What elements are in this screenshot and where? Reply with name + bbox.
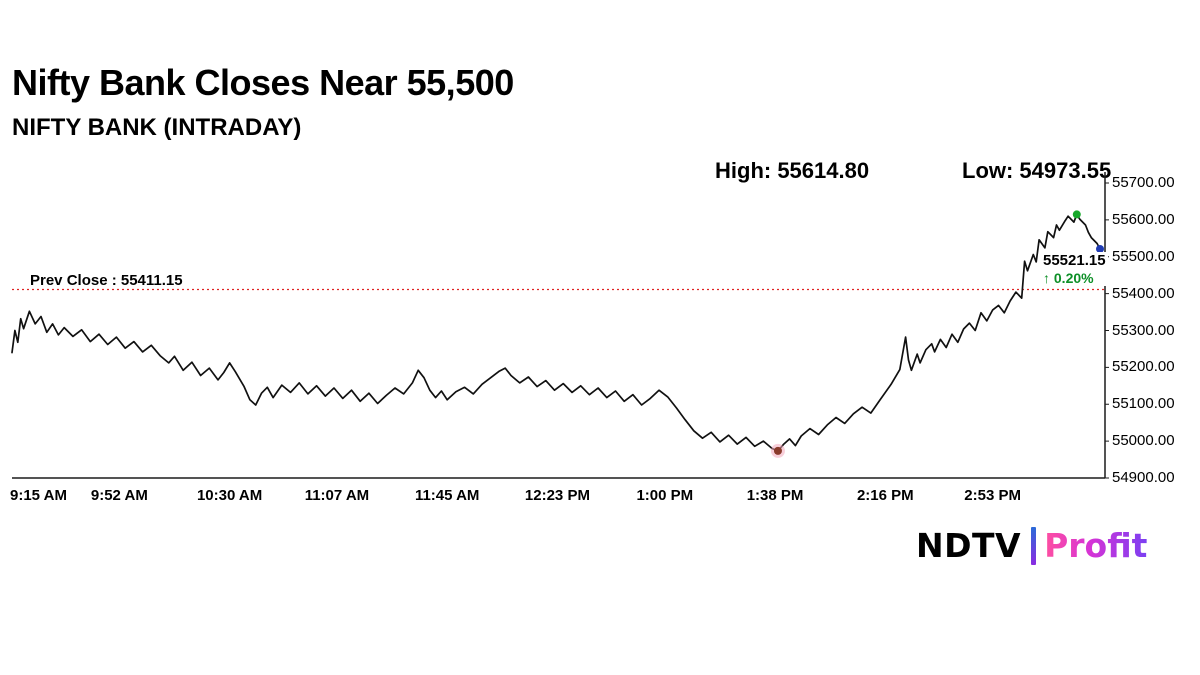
ndtv-profit-logo: NDTV Profit (916, 526, 1147, 565)
last-price-value: 55521.15 (1043, 251, 1106, 269)
last-price-annotation: 55521.15 ↑ 0.20% (1041, 251, 1108, 287)
low-marker (773, 446, 782, 455)
last-price-change: ↑ 0.20% (1043, 269, 1094, 286)
prev-close-label: Prev Close : 55411.15 (30, 271, 183, 289)
profit-wordmark: Profit (1044, 526, 1148, 565)
close-marker (1096, 244, 1104, 253)
logo-divider (1031, 526, 1037, 565)
low-value-label: Low: 54973.55 (962, 158, 1112, 183)
ndtv-wordmark: NDTV (916, 526, 1022, 565)
high-value-label: High: 55614.80 (715, 158, 870, 183)
page-title: Nifty Bank Closes Near 55,500 (12, 62, 514, 103)
high-marker (1072, 210, 1081, 219)
chart-subtitle: NIFTY BANK (INTRADAY) (12, 114, 302, 141)
price-line (11, 213, 1101, 452)
